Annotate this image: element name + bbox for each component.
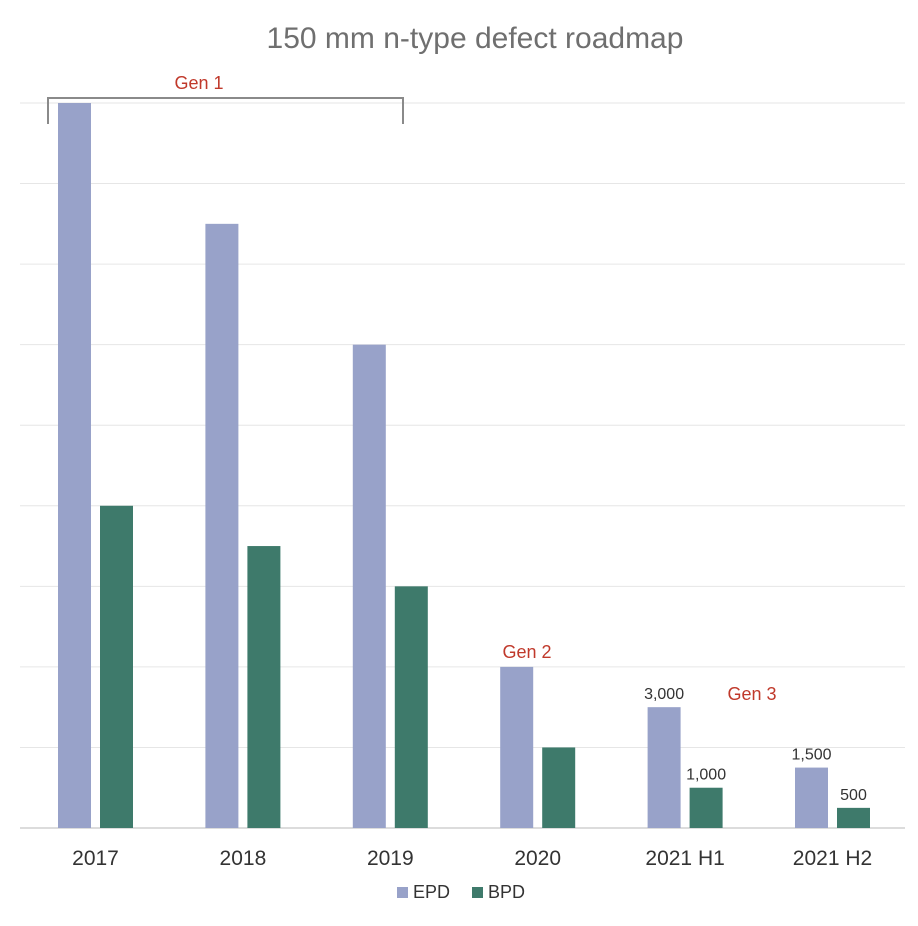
data-label-bpd-2021-h2: 500 [840,787,867,804]
gen-1-bracket [47,97,404,124]
legend-label-epd: EPD [413,882,450,902]
bar-bpd-2020 [542,747,576,828]
data-label-bpd-2021-h1: 1,000 [686,767,726,784]
legend-swatch-epd [397,887,408,898]
x-tick-label-2020: 2020 [514,847,561,870]
bar-bpd-2021-h2 [837,807,870,828]
x-tick-label-2021-h2: 2021 H2 [793,847,872,870]
bar-epd-2020 [500,666,534,828]
bar-epd-2019 [352,344,386,828]
x-tick-label-2017: 2017 [72,847,119,870]
x-axis-tick-labels: 2017 2018 2019 2020 2021 H1 2021 H2 [72,847,872,870]
annotation-gen-2: Gen 2 [502,642,551,662]
legend-label-bpd: BPD [488,882,525,902]
gridlines [20,102,905,829]
bar-epd-2021-h1 [647,707,681,828]
bar-epd-2017 [58,103,91,828]
annotation-gen-3: Gen 3 [727,684,776,704]
bar-bpd-2017 [100,505,133,828]
annotations: Gen 1 Gen 2 Gen 3 [47,73,777,704]
data-labels: 3,000 1,500 1,000 500 [644,686,867,804]
bar-epd-2021-h2 [795,767,828,828]
legend: EPD BPD [397,882,525,902]
bar-bpd-2018 [247,546,281,828]
x-tick-label-2019: 2019 [367,847,414,870]
bars [58,103,870,829]
bar-epd-2018 [205,223,239,829]
legend-swatch-bpd [472,887,483,898]
annotation-gen-1: Gen 1 [174,73,223,93]
data-label-epd-2021-h2: 1,500 [791,747,831,764]
chart-title: 150 mm n-type defect roadmap [267,22,684,55]
x-tick-label-2021-h1: 2021 H1 [645,847,724,870]
data-label-epd-2021-h1: 3,000 [644,686,684,703]
x-tick-label-2018: 2018 [220,847,267,870]
bar-bpd-2019 [394,586,428,828]
bar-bpd-2021-h1 [689,787,723,828]
